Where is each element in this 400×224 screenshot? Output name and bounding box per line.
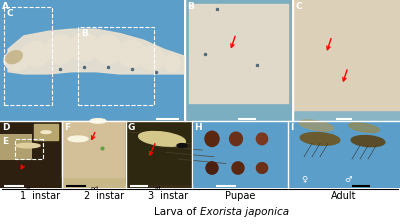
- Ellipse shape: [70, 32, 98, 62]
- Ellipse shape: [90, 119, 106, 123]
- Text: I: I: [290, 123, 293, 132]
- Text: ♂: ♂: [344, 175, 352, 184]
- Bar: [126, 121, 192, 188]
- Text: 2: 2: [84, 191, 90, 201]
- Bar: [293, 0, 400, 110]
- Text: nd: nd: [90, 186, 98, 191]
- Text: 1: 1: [20, 191, 26, 201]
- Ellipse shape: [41, 131, 51, 134]
- Text: B: B: [187, 2, 194, 11]
- Ellipse shape: [349, 123, 379, 132]
- Bar: [4, 7, 52, 105]
- Bar: [189, 4, 288, 103]
- Text: Exorista japonica: Exorista japonica: [200, 207, 289, 217]
- Text: B: B: [81, 29, 88, 38]
- Bar: [0, 121, 62, 188]
- Bar: [62, 121, 126, 188]
- Ellipse shape: [94, 35, 122, 64]
- Bar: [288, 121, 400, 188]
- Bar: [192, 121, 288, 188]
- Text: Adult: Adult: [331, 191, 357, 201]
- Text: 3: 3: [148, 191, 154, 201]
- Text: instar: instar: [93, 191, 124, 201]
- Ellipse shape: [118, 40, 146, 67]
- Text: Larva of: Larva of: [154, 207, 200, 217]
- Text: E: E: [2, 137, 8, 146]
- Ellipse shape: [232, 162, 244, 174]
- Ellipse shape: [299, 120, 333, 131]
- Text: st: st: [26, 186, 32, 191]
- Ellipse shape: [230, 132, 242, 146]
- Text: D: D: [2, 123, 10, 132]
- Ellipse shape: [16, 143, 40, 148]
- Ellipse shape: [256, 133, 268, 145]
- Ellipse shape: [22, 41, 50, 66]
- Ellipse shape: [164, 54, 180, 72]
- Ellipse shape: [300, 133, 340, 145]
- Bar: [78, 27, 154, 105]
- Text: C: C: [7, 9, 14, 18]
- Ellipse shape: [206, 162, 218, 174]
- Text: H: H: [194, 123, 202, 132]
- Ellipse shape: [351, 136, 385, 147]
- Text: F: F: [64, 123, 70, 132]
- Text: Pupae: Pupae: [225, 191, 255, 201]
- Bar: [185, 0, 292, 121]
- Ellipse shape: [68, 136, 88, 142]
- Ellipse shape: [6, 51, 22, 64]
- Ellipse shape: [140, 46, 164, 71]
- Bar: [0, 0, 184, 121]
- Text: G: G: [128, 123, 135, 132]
- Polygon shape: [8, 29, 184, 74]
- Text: instar: instar: [29, 191, 60, 201]
- Bar: [34, 124, 58, 140]
- Bar: [293, 0, 400, 121]
- Ellipse shape: [256, 163, 268, 173]
- Ellipse shape: [177, 144, 187, 148]
- Text: A: A: [2, 2, 9, 11]
- Ellipse shape: [205, 131, 219, 146]
- Text: C: C: [295, 2, 302, 11]
- Ellipse shape: [139, 131, 185, 146]
- Ellipse shape: [46, 35, 74, 64]
- Text: ♀: ♀: [301, 175, 307, 184]
- Bar: [126, 121, 192, 184]
- Ellipse shape: [4, 50, 28, 71]
- Bar: [0, 134, 32, 160]
- Text: instar: instar: [157, 191, 188, 201]
- Text: rd: rd: [154, 186, 160, 191]
- Bar: [62, 121, 126, 177]
